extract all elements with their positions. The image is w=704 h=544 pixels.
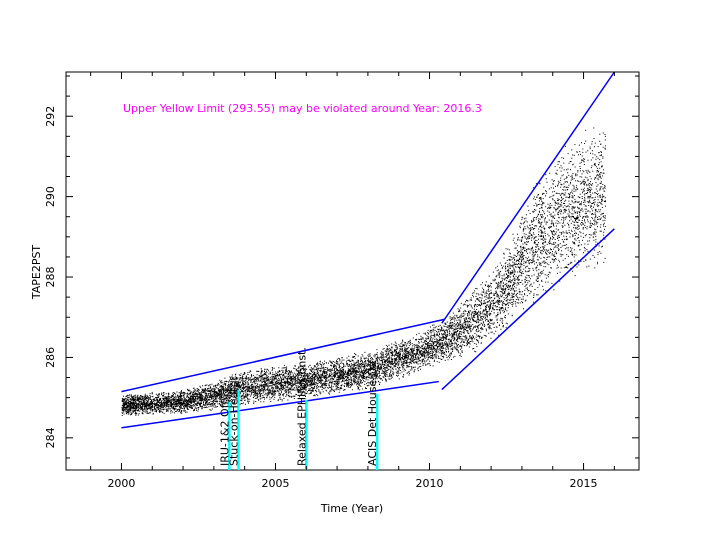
event-label-2: Stuck-on-Heater (228, 376, 241, 466)
x-tick-label: 2005 (261, 477, 289, 490)
y-tick-label: 284 (44, 427, 57, 448)
scatter-points (121, 127, 606, 416)
y-axis-title: TAPE2PST (30, 245, 43, 301)
event-label-4: ACIS Det House Off (366, 360, 379, 466)
event-label-3: Relaxed EPHIN Const. (295, 347, 308, 466)
y-tick-label: 286 (44, 347, 57, 368)
x-tick-label: 2015 (570, 477, 598, 490)
axes: 2000 2005 2010 2015 284 286 288 290 292 (44, 72, 639, 490)
trend-line-2 (121, 380, 439, 429)
plot-frame (65, 71, 640, 471)
trend-lines (121, 71, 615, 429)
trend-line-1 (121, 318, 446, 393)
y-tick-label: 290 (44, 186, 57, 207)
trend-line-3 (441, 71, 615, 324)
y-tick-label: 292 (44, 106, 57, 127)
x-tick-label: 2000 (107, 477, 135, 490)
data-points (121, 127, 606, 416)
y-tick-label: 288 (44, 267, 57, 288)
x-axis-title: Time (Year) (320, 502, 383, 515)
x-tick-label: 2010 (416, 477, 444, 490)
event-label-1: IRU-1&2 Off (218, 400, 231, 466)
trend-line-4 (441, 228, 615, 391)
limit-annotation: Upper Yellow Limit (293.55) may be viola… (123, 102, 482, 115)
